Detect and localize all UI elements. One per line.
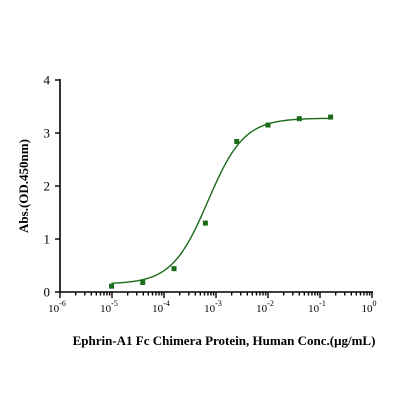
x-tick-label: 10-6: [48, 299, 66, 315]
data-point: [265, 122, 271, 128]
y-tick-label: 1: [44, 232, 51, 247]
y-axis-ticks: 0 1 2 3 4: [44, 73, 60, 300]
x-axis-title: Ephrin-A1 Fc Chimera Protein, Human Conc…: [73, 333, 376, 348]
data-points: [109, 114, 334, 289]
y-tick-label: 4: [44, 73, 51, 88]
data-point: [296, 116, 302, 122]
y-tick-label: 3: [44, 126, 51, 141]
y-axis-title: Abs.(OD.450nm): [16, 139, 31, 233]
data-point: [109, 283, 115, 289]
x-tick-label: 10-4: [152, 299, 170, 315]
data-point: [234, 138, 240, 144]
x-tick-label: 10-2: [256, 299, 274, 315]
data-point: [202, 220, 208, 226]
x-tick-label: 10-5: [100, 299, 118, 315]
data-point: [328, 114, 334, 120]
x-tick-label: 100: [362, 299, 377, 315]
y-tick-label: 2: [44, 179, 51, 194]
y-tick-label: 0: [44, 285, 51, 300]
fit-curve: [111, 117, 331, 284]
x-axis-ticks: 10-6 10-5 10-4 10-3 10-2 10-1 100: [48, 292, 377, 315]
data-point: [140, 279, 146, 285]
x-tick-label: 10-3: [204, 299, 222, 315]
data-point: [171, 266, 177, 272]
x-tick-label: 10-1: [308, 299, 326, 315]
